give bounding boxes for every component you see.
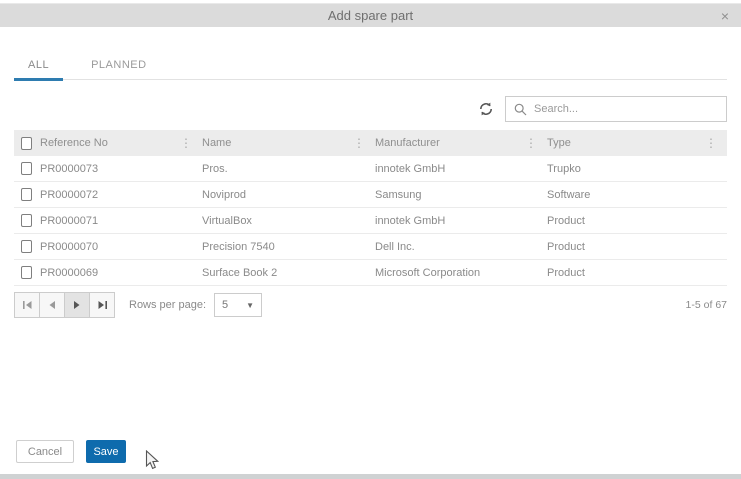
save-button[interactable]: Save [86,440,126,463]
dialog-header: Add spare part × [0,3,741,27]
rows-per-page-select[interactable]: 5 ▼ [214,293,263,317]
cell-reference-no: PR0000072 [40,188,99,201]
table-row[interactable]: PR0000072 Noviprod Samsung Software [14,182,727,208]
cell-name: Pros. [202,162,228,175]
dialog-bottom-edge [0,474,741,479]
cancel-button[interactable]: Cancel [16,440,74,463]
close-icon[interactable]: × [720,8,729,24]
cell-manufacturer: innotek GmbH [375,214,446,227]
column-menu-icon[interactable]: ⋮ [180,136,192,150]
rows-per-page-label: Rows per page: [129,299,207,311]
tab-planned[interactable]: PLANNED [91,59,147,71]
cell-manufacturer: Samsung [375,188,422,201]
column-header-name[interactable]: Name [202,137,232,149]
search-icon [514,103,527,116]
pagination-range: 1-5 of 67 [685,299,727,311]
mouse-cursor [145,449,161,477]
table-header-row: Reference No ⋮ Name ⋮ Manufacturer ⋮ Typ… [14,130,727,156]
table-row[interactable]: PR0000069 Surface Book 2 Microsoft Corpo… [14,260,727,286]
table-row[interactable]: PR0000070 Precision 7540 Dell Inc. Produ… [14,234,727,260]
cell-type: Product [547,214,585,227]
column-menu-icon[interactable]: ⋮ [525,136,537,150]
table-row[interactable]: PR0000073 Pros. innotek GmbH Trupko [14,156,727,182]
column-menu-icon[interactable]: ⋮ [705,136,717,150]
cell-manufacturer: Dell Inc. [375,240,415,253]
next-page-button[interactable] [64,292,90,318]
dialog-footer: Cancel Save [16,440,126,463]
dialog-title: Add spare part [327,8,414,23]
column-menu-icon[interactable]: ⋮ [353,136,365,150]
cell-type: Software [547,188,591,201]
search-box[interactable] [505,96,727,122]
refresh-icon[interactable] [477,100,495,118]
row-checkbox[interactable] [21,240,32,253]
cell-type: Trupko [547,162,581,175]
row-checkbox[interactable] [21,214,32,227]
cell-manufacturer: innotek GmbH [375,162,446,175]
select-all-checkbox[interactable] [21,136,32,150]
cell-type: Product [547,240,585,253]
tab-bar: ALL PLANNED [14,53,727,81]
cell-reference-no: PR0000070 [40,240,99,253]
row-checkbox[interactable] [21,266,32,279]
cell-name: Precision 7540 [202,240,275,253]
toolbar [14,96,727,122]
column-header-type[interactable]: Type [547,137,571,149]
cell-manufacturer: Microsoft Corporation [375,266,481,279]
cell-type: Product [547,266,585,279]
cell-reference-no: PR0000071 [40,214,99,227]
cell-name: Noviprod [202,188,247,201]
row-checkbox[interactable] [21,188,32,201]
cell-reference-no: PR0000073 [40,162,99,175]
last-page-button[interactable] [89,292,115,318]
cell-name: Surface Book 2 [202,266,278,279]
row-checkbox[interactable] [21,162,32,175]
column-header-manufacturer[interactable]: Manufacturer [375,137,440,149]
first-page-button[interactable] [14,292,40,318]
previous-page-button[interactable] [39,292,65,318]
cell-name: VirtualBox [202,214,252,227]
pagination-bar: Rows per page: 5 ▼ 1-5 of 67 [14,292,727,318]
cell-reference-no: PR0000069 [40,266,99,279]
spare-parts-table: Reference No ⋮ Name ⋮ Manufacturer ⋮ Typ… [14,130,727,286]
column-header-reference-no[interactable]: Reference No [40,137,108,149]
search-input[interactable] [534,103,718,115]
table-row[interactable]: PR0000071 VirtualBox innotek GmbH Produc… [14,208,727,234]
rows-per-page-value: 5 [222,299,229,311]
tab-all[interactable]: ALL [14,53,64,81]
chevron-down-icon: ▼ [246,300,255,310]
